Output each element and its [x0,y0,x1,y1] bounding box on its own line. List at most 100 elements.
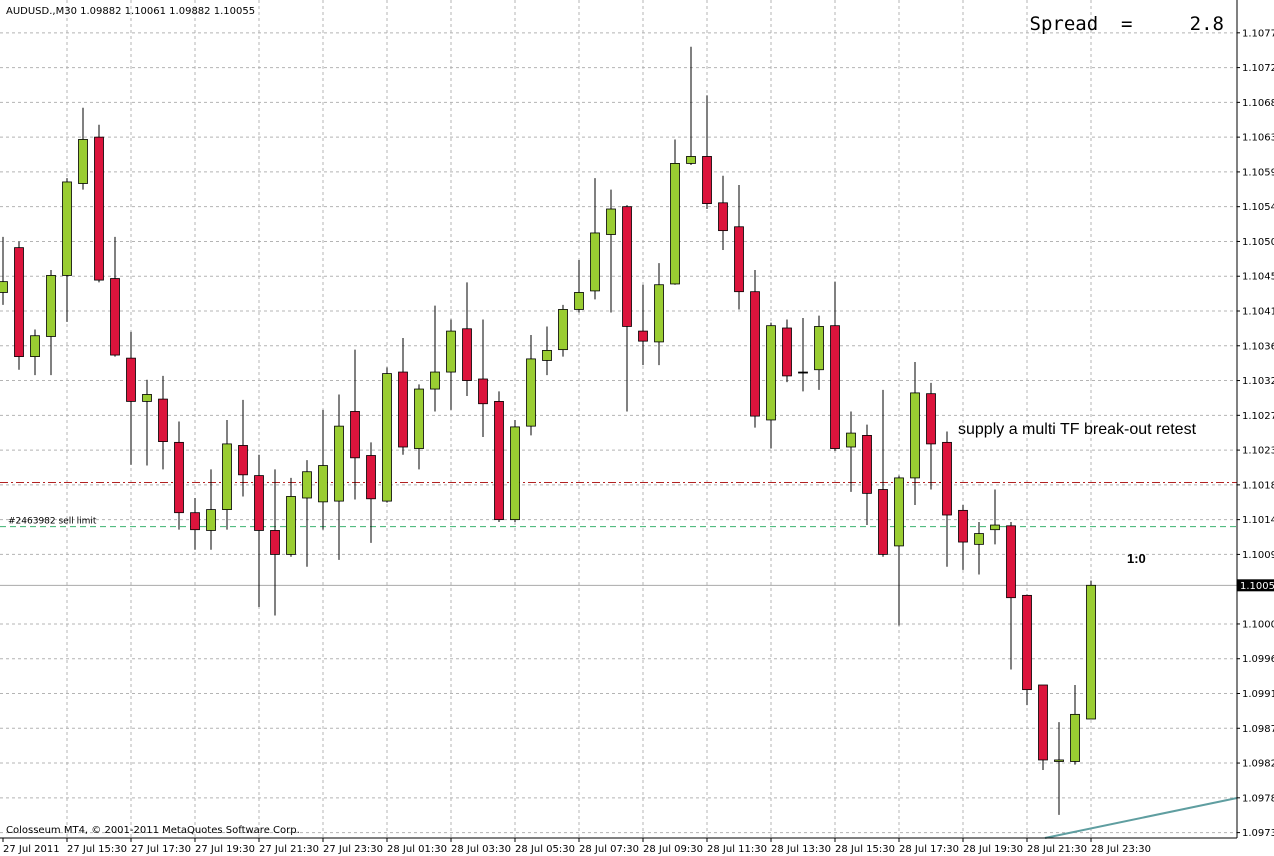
y-tick-label: 1.10230 [1242,446,1274,457]
y-tick-label: 1.10590 [1242,167,1274,178]
candle-body [62,181,72,276]
candle-body [910,392,920,479]
candle-body [590,232,600,292]
y-tick-label: 1.10545 [1242,202,1274,213]
y-tick-label: 1.10275 [1242,411,1274,422]
x-tick-label: 28 Jul 07:30 [579,844,639,855]
candle-body [622,206,632,327]
grid [0,0,1237,838]
y-tick-label: 1.10770 [1242,28,1274,39]
order-label: #2463982 sell limit [8,517,97,527]
x-tick-label: 28 Jul 05:30 [515,844,575,855]
candle-body [0,281,8,293]
candle-body [430,371,440,390]
candle-body [798,371,808,374]
candle-body [814,326,824,371]
candle-body [222,443,232,510]
candle-body [670,163,680,285]
y-tick-label: 1.10410 [1242,307,1274,318]
candle-body [158,398,168,442]
candle-body [1022,594,1032,691]
candle-body [126,357,136,402]
candle-body [318,465,328,503]
candle-body [654,284,664,343]
y-tick-label: 1.09870 [1242,724,1274,735]
candles [0,46,1096,815]
candle-body [862,435,872,494]
candle-body [1006,525,1016,599]
candle-body [926,393,936,445]
x-tick-label: 28 Jul 03:30 [451,844,511,855]
candle-body [846,432,856,448]
candle-body [142,394,152,402]
candle-body [30,335,40,357]
current-price-label: 1.10055 [1240,581,1274,592]
ratio-label: 1:0 [1127,551,1146,566]
candle-body [190,512,200,531]
current-price-box [1237,579,1274,592]
candle-body [46,275,56,337]
candle-body [302,471,312,499]
y-tick-label: 1.10455 [1242,272,1274,283]
x-tick-label: 28 Jul 11:30 [707,844,767,855]
candle-body [782,327,792,377]
y-tick-label: 1.10635 [1242,133,1274,144]
x-tick-label: 28 Jul 09:30 [643,844,703,855]
candle-body [878,489,888,555]
y-tick-label: 1.09735 [1242,828,1274,839]
candle-body [638,330,648,342]
candle-body [1086,584,1096,720]
spread: Spread = 2.8 [1030,13,1224,35]
candle-body [606,208,616,235]
levels: #2463982 sell limit [0,482,1237,586]
candle-body [1070,713,1080,762]
candle-body [382,373,392,502]
x-tick-label: 27 Jul 15:30 [67,844,127,855]
x-tick-label: 28 Jul 01:30 [387,844,447,855]
candle-body [462,328,472,381]
candle-body [110,278,120,356]
candle-body [510,426,520,521]
x-tick-label: 27 Jul 23:30 [323,844,383,855]
candle-body [14,247,24,357]
candle-body [350,411,360,459]
candle-body [766,325,776,421]
candle-body [94,136,104,281]
candle-body [254,475,264,531]
x-tick-label: 27 Jul 17:30 [131,844,191,855]
candle-body [286,496,296,555]
candle-body [1038,684,1048,761]
candle-body [734,226,744,293]
candle-body [206,509,216,531]
y-tick-label: 1.10185 [1242,480,1274,491]
y-tick-label: 1.10320 [1242,376,1274,387]
y-tick-label: 1.09960 [1242,654,1274,665]
axis-labels: 1.09735 1.09780 1.09825 1.09870 1.09915 1.099… [2,28,1274,855]
y-tick-label: 1.10680 [1242,98,1274,109]
x-tick-label: 27 Jul 2011 [3,844,60,855]
x-tick-label: 28 Jul 15:30 [835,844,895,855]
candle-body [334,425,344,502]
candle-body [702,156,712,204]
y-tick-label: 1.09780 [1242,793,1274,804]
candle-body [174,441,184,514]
candle-body [958,509,968,543]
candle-body [270,530,280,555]
x-tick-label: 27 Jul 21:30 [259,844,319,855]
candle-body [398,371,408,448]
x-tick-label: 28 Jul 17:30 [899,844,959,855]
y-tick-label: 1.10725 [1242,63,1274,74]
candle-body [414,388,424,449]
x-tick-label: 28 Jul 23:30 [1091,844,1151,855]
y-tick-label: 1.10140 [1242,515,1274,526]
candle-body [78,139,88,184]
candle-body [750,291,760,417]
x-tick-label: 27 Jul 19:30 [195,844,255,855]
y-tick-label: 1.10005 [1242,619,1274,630]
y-tick-label: 1.10365 [1242,341,1274,352]
candle-body [238,445,248,476]
candle-body [558,309,568,351]
y-tick-label: 1.09915 [1242,689,1274,700]
